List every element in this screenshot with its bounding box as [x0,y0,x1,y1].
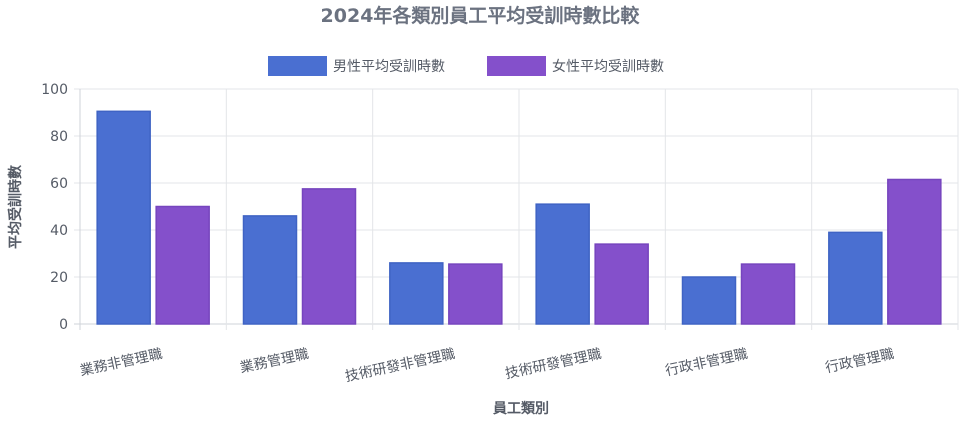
x-tick-label: 技術研發非管理職 [344,346,457,385]
bar-female-2[interactable] [301,188,357,325]
y-tick-label: 100 [41,82,68,98]
bars [96,110,942,325]
bar-male-1[interactable] [96,110,151,325]
bar-female-6[interactable] [887,178,942,325]
y-axis-title: 平均受訓時數 [7,165,24,249]
x-tick-label: 技術研發管理職 [504,346,603,382]
bar-female-5[interactable] [740,263,796,325]
x-tick-label: 業務非管理職 [79,346,164,379]
y-tick-label: 40 [50,223,68,239]
bar-female-3[interactable] [448,263,503,325]
x-axis-title: 員工類別 [492,401,549,417]
legend-label-male[interactable]: 男性平均受訓時數 [333,59,445,75]
legend-swatch-female[interactable] [487,56,546,76]
bar-female-4[interactable] [594,243,649,325]
bar-male-5[interactable] [681,276,737,325]
legend-swatch-male[interactable] [268,56,327,76]
y-tick-label: 80 [50,129,68,145]
x-tick-label: 行政非管理職 [664,346,749,379]
legend-label-female[interactable]: 女性平均受訓時數 [552,58,664,75]
legend[interactable]: 男性平均受訓時數 女性平均受訓時數 [268,56,664,76]
x-tick-label: 行政管理職 [824,346,896,376]
y-tick-label: 60 [50,176,68,192]
bar-male-4[interactable] [535,203,590,325]
bar-male-3[interactable] [389,262,444,325]
x-axis-ticks: 業務非管理職 業務管理職 技術研發非管理職 技術研發管理職 行政非管理職 行政管理職 [79,346,896,385]
chart-title: 2024年各類別員工平均受訓時數比較 [321,4,641,27]
bar-male-6[interactable] [828,231,883,325]
x-tick-label: 業務管理職 [239,346,311,376]
bar-male-2[interactable] [242,215,298,325]
grid [74,88,959,330]
y-axis-ticks: 0 20 40 60 80 100 [41,82,68,333]
y-tick-label: 20 [50,270,68,286]
bar-female-1[interactable] [155,205,210,325]
y-tick-label: 0 [59,317,68,333]
